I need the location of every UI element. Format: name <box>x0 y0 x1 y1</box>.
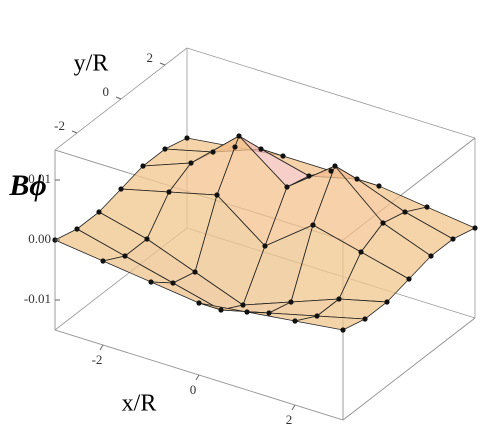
grid-point <box>384 299 390 305</box>
x-tick <box>195 374 200 381</box>
grid-point <box>428 253 434 259</box>
y-tick <box>159 62 166 66</box>
grid-point <box>332 163 338 169</box>
grid-point <box>258 146 264 152</box>
box-edge <box>186 47 476 139</box>
grid-point <box>328 168 334 174</box>
grid-point <box>376 183 382 189</box>
x-tick <box>291 404 296 411</box>
x-tick-label: 2 <box>286 412 293 427</box>
z-axis-label: Bϕ <box>8 169 46 202</box>
grid-point <box>196 300 202 306</box>
grid-point <box>192 269 198 275</box>
grid-point <box>100 258 106 264</box>
grid-point <box>236 133 242 139</box>
grid-point <box>240 302 246 308</box>
grid-point <box>232 144 238 150</box>
box-edge <box>342 317 476 421</box>
grid-point <box>340 327 346 333</box>
z-tick-label: 0.00 <box>28 231 51 246</box>
grid-point <box>336 296 342 302</box>
grid-point <box>424 204 430 210</box>
x-axis-label: x/R <box>122 391 157 417</box>
grid-point <box>314 313 320 319</box>
z-tick-label: -0.01 <box>24 291 51 306</box>
grid-point <box>292 318 298 324</box>
grid-point <box>472 225 478 231</box>
grid-point <box>310 222 316 228</box>
grid-point <box>74 226 80 232</box>
grid-point <box>166 189 172 195</box>
y-tick <box>115 96 122 100</box>
y-tick-label: 2 <box>147 50 154 65</box>
grid-point <box>450 236 456 242</box>
grid-point <box>96 209 102 215</box>
grid-point <box>280 153 286 159</box>
x-tick-label: -2 <box>92 352 103 367</box>
grid-point <box>244 309 250 315</box>
y-tick <box>71 130 78 134</box>
y-tick-label: -2 <box>54 118 65 133</box>
grid-point <box>188 160 194 166</box>
surface <box>52 133 478 333</box>
grid-point <box>380 220 386 226</box>
grid-point <box>144 236 150 242</box>
grid-point <box>306 173 312 179</box>
grid-point <box>140 163 146 169</box>
grid-point <box>262 243 268 249</box>
y-axis-label: y/R <box>74 51 109 77</box>
grid-point <box>218 307 224 313</box>
grid-point <box>214 192 220 198</box>
labels: -2 0 2 -2 0 2 -0.01 0.00 0.01 x/R y/R Bϕ <box>8 50 296 427</box>
grid-point <box>402 209 408 215</box>
grid-point <box>162 146 168 152</box>
grid-point <box>406 276 412 282</box>
grid-point <box>354 176 360 182</box>
grid-point <box>284 184 290 190</box>
grid-point <box>266 310 272 316</box>
grid-point <box>210 149 216 155</box>
grid-point <box>148 279 154 285</box>
x-tick <box>99 344 104 351</box>
grid-point <box>118 186 124 192</box>
grid-point <box>362 316 368 322</box>
y-tick-label: 0 <box>103 84 110 99</box>
grid-point <box>184 135 190 141</box>
grid-point <box>170 280 176 286</box>
z-tick-label: 0.01 <box>28 171 51 186</box>
grid-point <box>122 253 128 259</box>
x-tick-label: 0 <box>190 382 197 397</box>
grid-point <box>358 249 364 255</box>
grid-point <box>288 299 294 305</box>
